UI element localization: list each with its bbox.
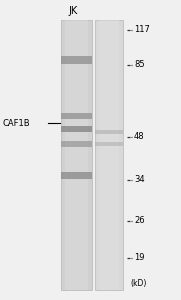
Text: 19: 19	[134, 254, 144, 262]
Bar	[61, 56, 92, 64]
Bar	[95, 130, 123, 134]
Bar	[95, 20, 123, 290]
Bar	[61, 20, 92, 290]
Text: 117: 117	[134, 26, 150, 34]
Bar	[99, 20, 119, 290]
Bar	[95, 142, 123, 146]
Bar	[61, 113, 92, 119]
Bar	[61, 126, 92, 132]
Bar	[61, 141, 92, 147]
Text: 85: 85	[134, 60, 145, 69]
Bar	[65, 20, 88, 290]
Text: 34: 34	[134, 176, 145, 184]
Text: CAF1B: CAF1B	[3, 118, 30, 127]
Text: JK: JK	[69, 5, 78, 16]
Text: 48: 48	[134, 132, 145, 141]
Text: 26: 26	[134, 216, 145, 225]
Text: (kD): (kD)	[130, 279, 147, 288]
Bar	[61, 172, 92, 179]
